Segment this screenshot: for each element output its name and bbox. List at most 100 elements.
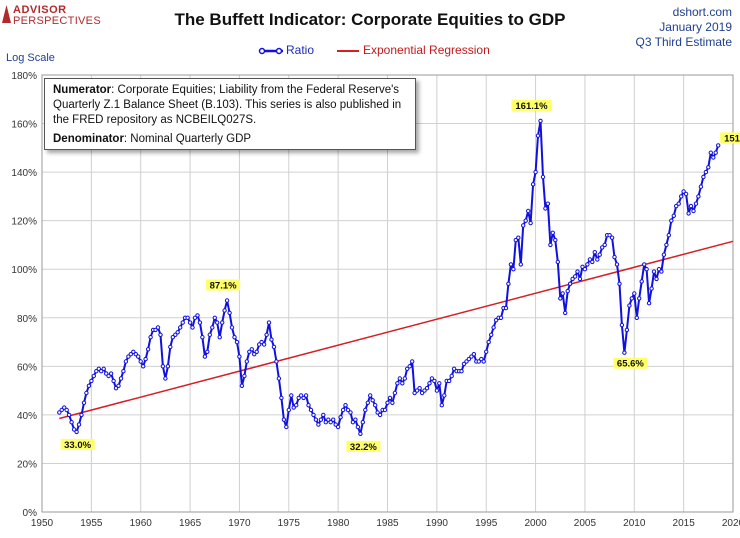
y-tick-label: 160% xyxy=(11,120,37,131)
ratio-point xyxy=(466,356,472,362)
ratio-point xyxy=(224,298,230,303)
ratio-point xyxy=(503,305,509,311)
ratio-point xyxy=(210,325,215,330)
ratio-point xyxy=(533,169,538,175)
ratio-point xyxy=(447,378,452,384)
ratio-point xyxy=(572,274,578,279)
legend-ratio-label: Ratio xyxy=(286,43,315,57)
ratio-point xyxy=(76,422,82,427)
ratio-point xyxy=(397,376,402,381)
logo-text-perspectives: PERSPECTIVES xyxy=(13,15,101,27)
ratio-point xyxy=(291,405,296,410)
ratio-point xyxy=(197,320,203,325)
ratio-point xyxy=(301,395,306,401)
source-date: January 2019 xyxy=(659,20,732,34)
ratio-point xyxy=(708,150,713,155)
ratio-point xyxy=(229,325,235,330)
y-tick-label: 0% xyxy=(23,508,38,519)
ratio-point xyxy=(679,194,684,199)
ratio-point xyxy=(328,420,333,425)
ratio-point xyxy=(128,352,134,357)
ratio-point xyxy=(632,291,637,296)
ratio-point xyxy=(306,403,311,408)
ratio-point xyxy=(555,259,560,265)
x-tick-label: 1970 xyxy=(228,518,251,529)
ratio-point xyxy=(429,376,435,381)
ratio-point xyxy=(691,208,696,214)
ratio-point xyxy=(481,359,486,364)
note-denominator: Denominator: Nominal Quarterly GDP xyxy=(53,132,407,147)
ratio-point xyxy=(508,262,514,267)
ratio-point xyxy=(688,203,694,209)
ratio-point xyxy=(118,376,124,381)
denominator-text: : Nominal Quarterly GDP xyxy=(123,133,252,145)
ratio-point xyxy=(289,393,294,398)
ratio-point xyxy=(69,420,74,425)
ratio-point xyxy=(627,303,632,308)
ratio-point xyxy=(373,403,378,408)
ratio-point xyxy=(545,201,551,206)
ratio-point xyxy=(585,262,590,267)
ratio-point xyxy=(187,320,193,325)
ratio-point xyxy=(217,335,222,340)
ratio-point xyxy=(294,403,299,408)
ratio-point xyxy=(442,393,447,398)
x-tick-label: 2005 xyxy=(574,518,597,529)
source-site: dshort.com xyxy=(672,5,732,19)
ratio-point xyxy=(338,415,343,420)
ratio-point xyxy=(163,376,168,381)
ratio-point xyxy=(659,269,664,274)
ratio-point xyxy=(141,364,146,369)
ratio-point xyxy=(469,354,474,359)
ratio-point xyxy=(254,349,259,354)
ratio-point xyxy=(111,378,116,384)
y-tick-label: 180% xyxy=(11,71,37,82)
ratio-point xyxy=(173,332,178,337)
ratio-point xyxy=(649,286,654,291)
ratio-point xyxy=(703,169,709,175)
ratio-point xyxy=(498,315,504,320)
ratio-point xyxy=(375,410,380,415)
ratio-point xyxy=(493,318,499,323)
ratio-point xyxy=(276,376,282,381)
ratio-point xyxy=(489,332,494,337)
ratio-point xyxy=(698,184,704,189)
ratio-point xyxy=(491,325,496,330)
ratio-point xyxy=(713,150,718,155)
ratio-point xyxy=(390,400,395,405)
annotation-bg xyxy=(511,99,552,111)
ratio-point xyxy=(716,143,721,148)
ratio-point xyxy=(669,218,674,223)
x-tick-label: 1990 xyxy=(426,518,449,529)
ratio-point xyxy=(565,288,570,294)
ratio-point xyxy=(331,417,336,422)
ratio-point xyxy=(471,352,477,357)
ratio-point xyxy=(158,332,163,337)
logo-text-advisor: ADVISOR xyxy=(13,4,67,16)
ratio-point xyxy=(405,366,410,371)
ratio-point xyxy=(434,388,440,393)
ratio-point xyxy=(165,364,171,369)
annotation-bg xyxy=(346,440,381,452)
ratio-point xyxy=(326,417,331,422)
ratio-point xyxy=(671,213,676,219)
ratio-point xyxy=(634,315,639,320)
note-box: Numerator: Corporate Equities; Liability… xyxy=(44,78,416,150)
ratio-point xyxy=(71,427,77,432)
ratio-point xyxy=(264,332,269,337)
ratio-point xyxy=(377,412,383,418)
ratio-point xyxy=(284,424,289,430)
ratio-point xyxy=(432,378,437,384)
ratio-point xyxy=(215,320,220,325)
ratio-point xyxy=(602,242,607,248)
ratio-point xyxy=(553,237,558,243)
ratio-point xyxy=(57,410,62,415)
x-tick-label: 1950 xyxy=(31,518,54,529)
ratio-point xyxy=(138,359,143,364)
ratio-point xyxy=(274,359,279,364)
ratio-point xyxy=(227,310,232,316)
ratio-point xyxy=(577,276,583,282)
ratio-point xyxy=(513,237,518,243)
ratio-point xyxy=(348,410,353,415)
ratio-point xyxy=(81,400,87,405)
